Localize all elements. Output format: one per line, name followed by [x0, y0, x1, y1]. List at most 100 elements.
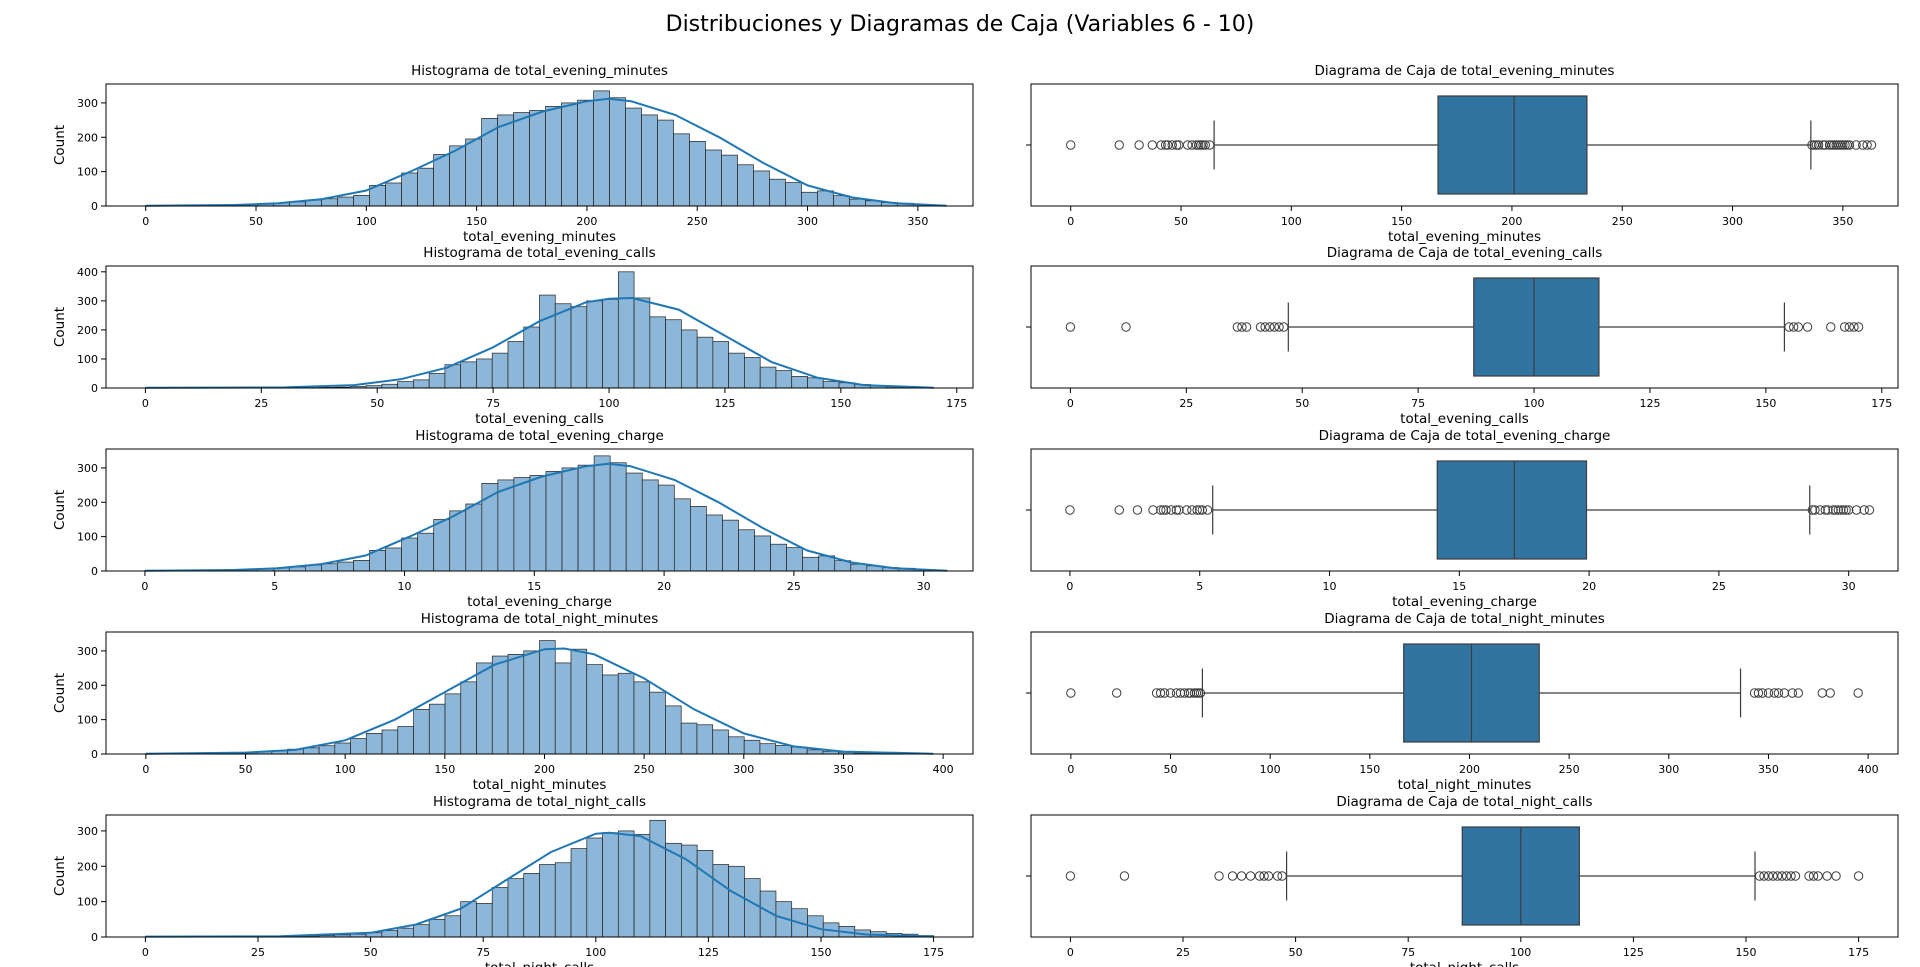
- outlier-point: [1269, 322, 1280, 332]
- histogram-bar: [554, 862, 572, 938]
- histogram-bar: [337, 196, 354, 207]
- x-tick-label: 30: [1842, 580, 1856, 593]
- x-tick-label: 100: [1510, 946, 1531, 959]
- histogram-2: Histograma de total_evening_calls 0 100 200…: [52, 245, 974, 427]
- histogram-bar: [807, 377, 824, 389]
- outlier-point: [1788, 322, 1799, 332]
- plot-title: Histograma de total_evening_charge: [415, 428, 664, 444]
- histogram-bar: [586, 664, 603, 755]
- axes-frame: [105, 631, 974, 755]
- histogram-1: Histograma de total_evening_minutes 0 100 2…: [52, 63, 974, 245]
- x-tick-label: 5: [271, 580, 278, 593]
- outlier-point: [1802, 322, 1813, 332]
- outlier-point: [1171, 505, 1182, 515]
- x-tick-label: 20: [1582, 580, 1596, 593]
- outlier-point: [1768, 871, 1778, 881]
- outlier-point: [1119, 871, 1130, 881]
- x-tick-label: 0: [1067, 763, 1074, 776]
- x-tick-label: 100: [599, 397, 620, 410]
- outlier-point: [1278, 322, 1289, 332]
- y-tick-label: 200: [77, 679, 98, 692]
- outlier-point: [1114, 505, 1124, 515]
- histogram-bar: [657, 484, 675, 572]
- outlier-point: [1160, 140, 1171, 150]
- histogram-bar: [705, 149, 722, 207]
- histogram-bar: [673, 133, 690, 207]
- outlier-point: [1166, 505, 1176, 515]
- boxplot-3: Diagrama de Caja de total_evening_charge…: [1026, 428, 1899, 610]
- x-tick-label: 150: [1359, 763, 1380, 776]
- x-tick-label: 300: [733, 763, 754, 776]
- axes-frame: [1030, 83, 1899, 207]
- outlier-point: [1158, 505, 1169, 515]
- outlier-point: [1859, 505, 1869, 515]
- y-axis-label: Count: [52, 673, 68, 713]
- outlier-point: [1843, 505, 1854, 515]
- x-tick-label: 25: [787, 580, 801, 593]
- histogram-bar: [690, 506, 707, 572]
- histogram-bar: [728, 736, 745, 755]
- histogram-bar: [641, 114, 658, 207]
- kde-line: [144, 462, 948, 572]
- outlier-point: [1844, 322, 1855, 332]
- histogram-bar: [665, 319, 682, 389]
- outlier-point: [1807, 505, 1818, 515]
- outlier-point: [1757, 688, 1768, 698]
- histogram-bar: [381, 383, 398, 389]
- x-tick-label: 150: [830, 397, 851, 410]
- histogram-bar: [801, 191, 818, 207]
- outlier-point: [1167, 140, 1177, 150]
- x-tick-label: 400: [933, 763, 954, 776]
- x-tick-label: 200: [1459, 763, 1480, 776]
- plot-title: Diagrama de Caja de total_evening_charge: [1319, 428, 1611, 444]
- axes-frame: [1030, 631, 1899, 755]
- outlier-point: [1808, 871, 1819, 881]
- outlier-point: [1813, 871, 1823, 881]
- outlier-point: [1187, 505, 1197, 515]
- histogram-bar: [350, 738, 367, 755]
- histogram-bar: [673, 498, 691, 572]
- y-axis-label: Count: [52, 490, 68, 530]
- x-tick-label: 150: [466, 215, 487, 228]
- y-tick-label: 200: [77, 324, 98, 337]
- histogram-bar: [743, 739, 761, 755]
- histogram-bar: [476, 358, 493, 389]
- x-tick-label: 125: [698, 946, 719, 959]
- histogram-bar: [586, 300, 603, 389]
- y-tick-label: 300: [77, 645, 98, 658]
- x-tick-label: 0: [1066, 580, 1073, 593]
- outlier-point: [1754, 871, 1765, 881]
- histogram-bar: [721, 154, 738, 207]
- boxplot-4: Diagrama de Caja de total_night_minutes 0…: [1026, 611, 1899, 793]
- histogram-bar: [497, 114, 514, 207]
- x-axis-label: total_evening_calls: [1400, 411, 1529, 427]
- histogram-bar: [689, 141, 706, 207]
- histogram-bar: [602, 832, 619, 938]
- axes-frame: [105, 83, 974, 207]
- y-axis-label: Count: [52, 856, 68, 896]
- plot-title: Histograma de total_evening_minutes: [411, 63, 668, 79]
- histogram-bar: [507, 878, 525, 938]
- histogram-bar: [507, 341, 525, 389]
- x-tick-label: 25: [254, 397, 268, 410]
- x-tick-label: 150: [810, 946, 831, 959]
- histogram-bar: [321, 563, 338, 572]
- histogram-bar: [665, 705, 682, 755]
- histogram-bar: [554, 662, 572, 755]
- histogram-bar: [759, 366, 777, 389]
- outlier-point: [1784, 322, 1794, 332]
- histogram-bar: [381, 729, 399, 755]
- plot-title: Histograma de total_night_calls: [433, 794, 646, 810]
- x-axis-label: total_night_calls: [485, 960, 594, 967]
- x-tick-label: 175: [946, 397, 967, 410]
- y-tick-label: 0: [91, 565, 98, 578]
- histogram-bar: [602, 674, 619, 755]
- outlier-point: [1182, 505, 1192, 515]
- histogram-bar: [491, 655, 509, 755]
- y-tick-label: 100: [77, 531, 98, 544]
- histogram-bar: [633, 297, 651, 389]
- histogram-bar: [649, 691, 666, 755]
- x-axis-label: total_night_calls: [1410, 960, 1519, 967]
- axes-frame: [105, 814, 974, 938]
- outlier-point: [1833, 505, 1843, 515]
